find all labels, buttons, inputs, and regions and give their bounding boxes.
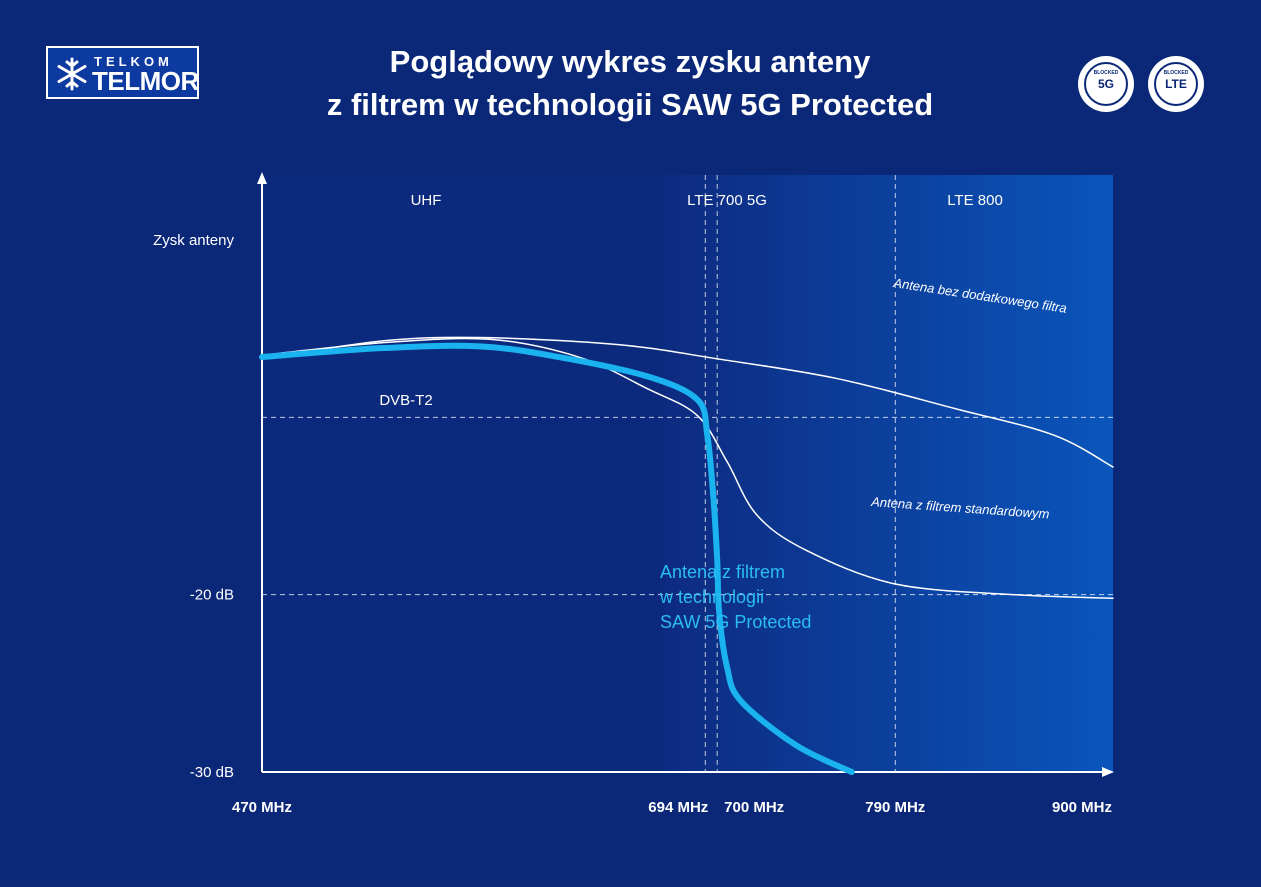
series-label-saw-line: SAW 5G Protected	[660, 612, 811, 632]
band-label: LTE 800	[947, 192, 1003, 209]
x-tick-label: 700 MHz	[724, 799, 784, 816]
x-tick-label: 900 MHz	[1052, 799, 1112, 816]
x-axis-arrow	[1102, 767, 1114, 777]
badge-ring	[1154, 62, 1198, 106]
brand-logo: TELKOM TELMOR	[46, 46, 199, 99]
badge-big-text: 5G	[1097, 77, 1114, 91]
band-label: LTE 700 5G	[687, 192, 767, 209]
series-label-saw-5g-protected: Antena z filtrem w technologii SAW 5G Prot…	[659, 562, 811, 632]
blocked-5g-badge: BLOCKED 5G	[1078, 56, 1134, 112]
logo-text-telmor: TELMOR	[92, 66, 199, 96]
band-label: UHF	[411, 192, 442, 209]
x-tick-label: 694 MHz	[648, 799, 708, 816]
x-tick-label: 790 MHz	[865, 799, 925, 816]
band-highlight	[665, 175, 1113, 772]
x-tick-label: 470 MHz	[232, 799, 292, 816]
region-label: DVB-T2	[379, 392, 432, 409]
snowflake-icon	[57, 57, 87, 91]
series-line-standard-filter	[261, 337, 1114, 599]
y-axis-label: Zysk anteny	[153, 232, 234, 249]
series-line-saw-5g-protected	[259, 342, 855, 775]
series-label-saw-line: w technologii	[659, 587, 764, 607]
y-axis-arrow	[257, 172, 267, 184]
y-tick-label: -20 dB	[190, 587, 234, 604]
logo-text-telkom: TELKOM	[94, 54, 173, 69]
badge-small-text: BLOCKED	[1093, 70, 1119, 76]
blocked-lte-badge: BLOCKED LTE	[1148, 56, 1204, 112]
chart-title-line-1: Poglądowy wykres zysku anteny	[389, 44, 871, 79]
badge-small-text: BLOCKED	[1163, 70, 1189, 76]
badge-big-text: LTE	[1165, 77, 1187, 91]
chart-title-line-2: z filtrem w technologii SAW 5G Protected	[326, 87, 934, 122]
badge-ring	[1084, 62, 1128, 106]
y-tick-label: -30 dB	[190, 764, 234, 781]
series-line-no-filter	[261, 336, 1114, 468]
chart-title: Poglądowy wykres zysku anteny z filtrem …	[230, 40, 1030, 126]
series-label-saw-line: Antena z filtrem	[660, 562, 785, 582]
